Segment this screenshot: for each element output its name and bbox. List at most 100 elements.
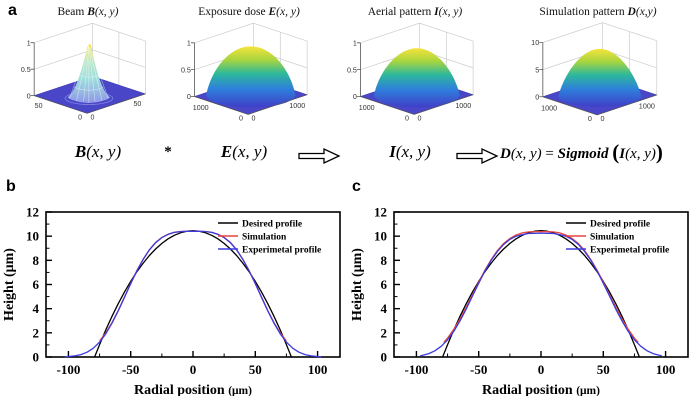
panel-c: c -100 -50 0 50 100 0 2 4 6 8 10 12 Desired profile S… bbox=[348, 178, 700, 400]
origin-label: 0 bbox=[90, 114, 94, 121]
panel-c-label: c bbox=[352, 178, 361, 195]
y-tick-label: 2 bbox=[381, 325, 388, 340]
chart-b: -100 -50 0 50 100 0 2 4 6 8 10 12 Desired profile Sim… bbox=[2, 205, 341, 396]
x-tick-label: -50 bbox=[470, 362, 487, 377]
block-arrow-icon bbox=[456, 147, 499, 165]
y-tick-label: 4 bbox=[381, 301, 388, 316]
x-axis-title: Radial position (μm) bbox=[482, 383, 600, 396]
dome-surface bbox=[558, 48, 642, 107]
z-axis bbox=[190, 42, 195, 97]
y-tick-label: 6 bbox=[381, 277, 388, 292]
z-axis bbox=[356, 42, 361, 97]
dome-surface bbox=[206, 46, 296, 108]
equation-term-I: I(x, y) bbox=[389, 142, 431, 161]
z-axis bbox=[30, 42, 35, 97]
z-tick-label: 1 bbox=[353, 40, 357, 48]
y-tick-label: 2 bbox=[33, 325, 40, 340]
y-tick-label: 10 bbox=[26, 229, 39, 244]
base-axes bbox=[360, 94, 474, 115]
series-experimetal-profile bbox=[64, 230, 322, 358]
surface-3d-simulation: 10 5 0 1000 0 0 1000 bbox=[531, 22, 658, 123]
plot-area: -100 -50 0 50 100 0 2 4 6 8 10 12 Desired profile Sim… bbox=[350, 205, 689, 396]
legend-label: Desired profile bbox=[242, 220, 302, 230]
plot-title: Exposure dose E(x, y) bbox=[198, 6, 300, 18]
legend-label: Experimetal profile bbox=[242, 246, 321, 256]
surface-3d-aerial: 1 0.5 0 1000 0 0 1000 bbox=[347, 22, 474, 123]
x-tick-label: 50 bbox=[249, 362, 262, 377]
surface-plot-aerial: Aerial pattern I(x, y) 1 0.5 0 1000 0 0 … bbox=[336, 6, 494, 128]
panel-b: b -100 -50 0 50 100 0 2 4 6 8 10 12 Desired profile S… bbox=[0, 178, 352, 400]
series-desired-profile bbox=[441, 230, 641, 358]
surface-plot-beam: Beam B(x, y) 1 0.5 0 50 0 0 50 bbox=[12, 6, 164, 127]
origin-label: 0 bbox=[78, 114, 82, 121]
y-axis-title: Height (μm) bbox=[350, 248, 365, 321]
origin-label: 0 bbox=[417, 115, 421, 123]
equation-term-B: B(x, y) bbox=[74, 142, 122, 161]
x-tick-label: 100 bbox=[308, 362, 328, 377]
y-tick-label: 6 bbox=[33, 277, 40, 292]
z-tick-label: 1 bbox=[187, 40, 191, 48]
legend-label: Experimetal profile bbox=[590, 246, 669, 256]
x-max-label: 1000 bbox=[455, 102, 471, 110]
surface-3d-exposure: 1 0.5 0 1000 0 0 1000 bbox=[181, 22, 308, 123]
y-tick-label: 0 bbox=[33, 350, 40, 365]
x-axis-title: Radial position (μm) bbox=[134, 383, 252, 396]
y-tick-label: 12 bbox=[26, 205, 39, 220]
x-tick-label: -50 bbox=[122, 362, 139, 377]
axes-walls bbox=[34, 22, 146, 94]
plot-area: -100 -50 0 50 100 0 2 4 6 8 10 12 Desired profile Sim… bbox=[2, 205, 341, 396]
origin-label: 0 bbox=[239, 115, 243, 123]
z-tick-label: 0.5 bbox=[347, 66, 357, 74]
legend-label: Desired profile bbox=[590, 220, 650, 230]
legend-label: Simulation bbox=[590, 233, 635, 243]
z-tick-label: 0 bbox=[27, 93, 31, 100]
x-tick-label: -100 bbox=[57, 362, 81, 377]
x-tick-label: 100 bbox=[656, 362, 676, 377]
x-tick-label: -100 bbox=[405, 362, 429, 377]
y-max-label: 1000 bbox=[193, 104, 209, 112]
panel-a-label: a bbox=[8, 2, 17, 19]
dome-surface bbox=[373, 48, 460, 108]
z-tick-label: 10 bbox=[531, 38, 539, 47]
plot-title: Aerial pattern I(x, y) bbox=[367, 6, 463, 18]
legend-label: Simulation bbox=[242, 233, 287, 243]
base-axes bbox=[34, 93, 146, 114]
y-max-label: 1000 bbox=[359, 104, 375, 112]
z-tick-label: 0 bbox=[353, 93, 357, 101]
surface-3d-beam: 1 0.5 0 50 0 0 50 bbox=[21, 22, 147, 121]
base-axes bbox=[542, 94, 657, 116]
z-tick-label: 0 bbox=[535, 92, 539, 101]
origin-label: 0 bbox=[588, 114, 592, 123]
base-axes bbox=[194, 94, 308, 115]
plot-title: Simulation pattern D(x,y) bbox=[539, 6, 657, 18]
y-tick-label: 0 bbox=[381, 350, 388, 365]
panel-b-label: b bbox=[6, 178, 16, 195]
equation-term-E: E(x, y) bbox=[220, 142, 268, 161]
z-tick-label: 0.5 bbox=[21, 67, 31, 74]
y-max-label: 1000 bbox=[541, 103, 557, 112]
z-tick-label: 0 bbox=[187, 93, 191, 101]
x-tick-label: 50 bbox=[597, 362, 610, 377]
plot-title: Beam B(x, y) bbox=[57, 6, 119, 18]
convolution-operator: * bbox=[164, 144, 172, 160]
surface-plot-simulation: Simulation pattern D(x,y) 10 5 0 1000 0 … bbox=[512, 6, 684, 128]
x-tick-label: 0 bbox=[190, 362, 197, 377]
x-tick-label: 0 bbox=[538, 362, 545, 377]
y-max-label: 50 bbox=[35, 103, 43, 110]
y-tick-label: 8 bbox=[381, 253, 388, 268]
y-tick-label: 8 bbox=[33, 253, 40, 268]
series-experimetal-profile bbox=[420, 232, 662, 357]
y-tick-label: 10 bbox=[374, 229, 387, 244]
z-tick-label: 1 bbox=[27, 40, 31, 47]
z-axis bbox=[539, 42, 544, 98]
origin-label: 0 bbox=[601, 114, 605, 123]
chart-c: -100 -50 0 50 100 0 2 4 6 8 10 12 Desired profile Sim… bbox=[350, 205, 689, 396]
z-tick-label: 0.5 bbox=[181, 66, 191, 74]
y-tick-label: 12 bbox=[374, 205, 387, 220]
block-arrow-icon bbox=[298, 147, 341, 165]
origin-label: 0 bbox=[251, 115, 255, 123]
x-max-label: 1000 bbox=[289, 102, 305, 110]
y-tick-label: 4 bbox=[33, 301, 40, 316]
mesh-lines bbox=[69, 45, 109, 103]
